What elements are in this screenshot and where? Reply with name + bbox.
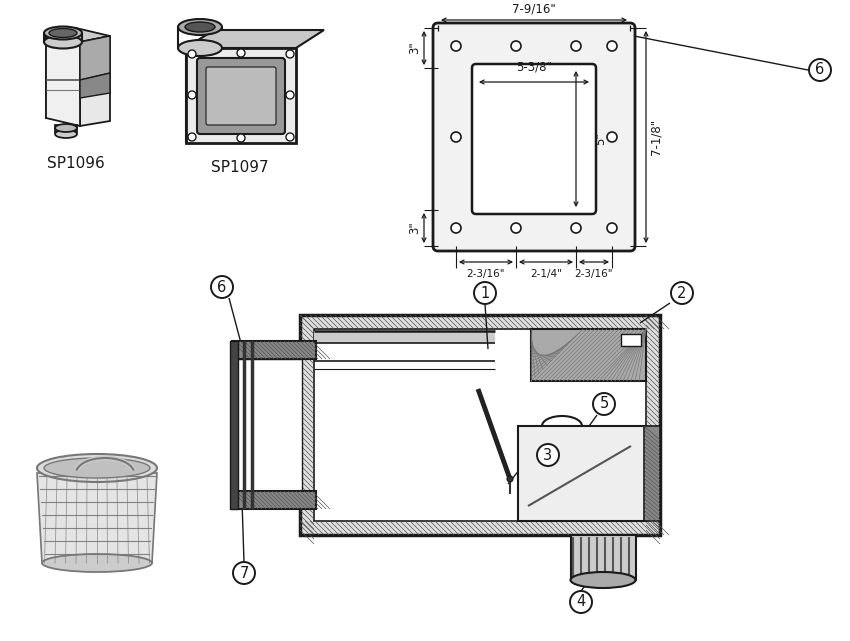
- Circle shape: [571, 223, 581, 233]
- Ellipse shape: [49, 28, 77, 38]
- Circle shape: [537, 444, 559, 466]
- Circle shape: [607, 41, 617, 51]
- Text: 3": 3": [408, 42, 421, 54]
- Ellipse shape: [44, 26, 82, 40]
- Text: 3: 3: [543, 447, 552, 463]
- Polygon shape: [46, 28, 110, 42]
- Text: 3": 3": [408, 222, 421, 235]
- Circle shape: [511, 41, 521, 51]
- Polygon shape: [80, 36, 110, 80]
- Ellipse shape: [570, 572, 636, 588]
- Circle shape: [451, 41, 461, 51]
- FancyBboxPatch shape: [433, 23, 635, 251]
- Circle shape: [511, 223, 521, 233]
- Bar: [621, 334, 641, 346]
- Text: SP1096: SP1096: [47, 156, 105, 171]
- Polygon shape: [186, 30, 324, 48]
- FancyBboxPatch shape: [518, 426, 646, 521]
- Text: 6: 6: [218, 279, 227, 294]
- Text: 7: 7: [240, 565, 249, 581]
- Bar: [232, 341, 316, 359]
- Circle shape: [474, 282, 496, 304]
- Ellipse shape: [55, 124, 77, 132]
- Text: 7-1/8": 7-1/8": [650, 119, 663, 155]
- Ellipse shape: [44, 35, 82, 49]
- Ellipse shape: [37, 454, 157, 482]
- Text: 4: 4: [576, 594, 586, 610]
- FancyBboxPatch shape: [531, 329, 646, 381]
- Ellipse shape: [42, 554, 152, 572]
- FancyBboxPatch shape: [186, 48, 296, 143]
- Bar: [571, 535, 636, 580]
- Circle shape: [237, 49, 245, 57]
- Bar: [644, 426, 660, 521]
- Polygon shape: [46, 36, 80, 126]
- Text: 5-3/8": 5-3/8": [516, 61, 552, 74]
- Circle shape: [233, 562, 255, 584]
- FancyBboxPatch shape: [314, 329, 646, 521]
- Text: 7-9/16": 7-9/16": [512, 3, 556, 16]
- Circle shape: [286, 91, 294, 99]
- Ellipse shape: [178, 40, 222, 56]
- Text: 1: 1: [480, 285, 490, 301]
- Text: 2-3/16": 2-3/16": [575, 269, 613, 279]
- Circle shape: [237, 134, 245, 142]
- Bar: [314, 331, 495, 343]
- Circle shape: [188, 50, 196, 58]
- FancyBboxPatch shape: [472, 64, 596, 214]
- FancyBboxPatch shape: [197, 58, 285, 134]
- Bar: [232, 491, 316, 509]
- Circle shape: [286, 50, 294, 58]
- Bar: [55, 125, 77, 132]
- Bar: [232, 359, 302, 491]
- Ellipse shape: [178, 19, 222, 35]
- FancyBboxPatch shape: [206, 67, 276, 125]
- Bar: [230, 341, 238, 509]
- Circle shape: [571, 41, 581, 51]
- Text: 6: 6: [815, 63, 824, 78]
- Text: 2-1/4": 2-1/4": [530, 269, 562, 279]
- Circle shape: [451, 223, 461, 233]
- Circle shape: [188, 133, 196, 141]
- Circle shape: [809, 59, 831, 81]
- Circle shape: [188, 91, 196, 99]
- Text: 5": 5": [594, 133, 607, 146]
- Polygon shape: [80, 73, 110, 98]
- Ellipse shape: [185, 22, 215, 32]
- Polygon shape: [80, 36, 110, 126]
- Text: 5: 5: [599, 397, 609, 412]
- Circle shape: [286, 133, 294, 141]
- Polygon shape: [37, 473, 157, 563]
- Circle shape: [593, 393, 615, 415]
- Text: SP1097: SP1097: [211, 160, 269, 175]
- Polygon shape: [46, 28, 76, 118]
- Text: 2-3/16": 2-3/16": [467, 269, 505, 279]
- FancyBboxPatch shape: [300, 315, 660, 535]
- Circle shape: [570, 591, 592, 613]
- Circle shape: [507, 476, 513, 482]
- Circle shape: [607, 223, 617, 233]
- Circle shape: [671, 282, 693, 304]
- Ellipse shape: [44, 458, 150, 478]
- Circle shape: [211, 276, 233, 298]
- Ellipse shape: [55, 130, 77, 138]
- Polygon shape: [186, 30, 214, 143]
- Circle shape: [607, 132, 617, 142]
- Text: 2: 2: [677, 285, 687, 301]
- Circle shape: [451, 132, 461, 142]
